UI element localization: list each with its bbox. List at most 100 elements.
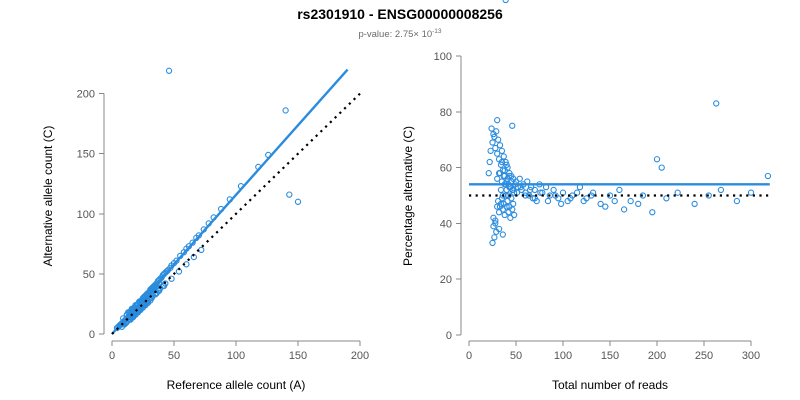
x-tick-label: 300 <box>742 350 760 362</box>
right-y-axis-label: Percentage alternative (C) <box>401 126 415 266</box>
scatter-point <box>573 189 581 196</box>
scatter-point <box>501 167 508 174</box>
scatter-point <box>129 312 137 320</box>
figure-title: rs2301910 - ENSG00000008256 <box>297 6 503 22</box>
scatter-point <box>557 200 565 208</box>
x-tick-label: 50 <box>510 350 522 362</box>
x-tick-label: 200 <box>351 350 369 362</box>
scatter-point <box>496 170 504 177</box>
left-y-axis-label: Alternative allele count (C) <box>41 126 55 267</box>
scatter-point <box>649 209 656 216</box>
scatter-point <box>155 287 163 294</box>
right-x-ticks: 0 50 100 150 200 250 300 <box>466 341 760 362</box>
x-tick-label: 250 <box>695 350 713 362</box>
scatter-point <box>663 195 670 202</box>
scatter-point <box>286 191 293 198</box>
scatter-point <box>597 200 604 208</box>
scatter-point <box>142 293 149 300</box>
scatter-point <box>602 203 609 210</box>
scatter-point <box>635 200 642 208</box>
scatter-point <box>138 297 145 304</box>
y-tick-label: 80 <box>440 107 452 119</box>
scatter-point <box>510 211 518 219</box>
scatter-point <box>282 107 289 114</box>
scatter-point <box>486 158 493 166</box>
scatter-point <box>733 197 741 205</box>
scatter-point <box>499 231 506 238</box>
scatter-point <box>717 186 725 194</box>
figure-subtitle: p-value: 2.75× 10-13 <box>358 28 441 40</box>
y-tick-label: 0 <box>89 329 95 341</box>
scatter-point <box>544 197 552 205</box>
scatter-point <box>147 287 154 294</box>
scatter-point <box>567 195 574 202</box>
left-panel-scatter: 0 50 100 150 200 0 50 100 150 200 Reference alle… <box>41 67 369 392</box>
x-tick-label: 0 <box>466 350 472 362</box>
scatter-point <box>491 234 498 241</box>
scatter-point <box>531 195 538 202</box>
left-identity-line <box>111 92 361 335</box>
x-tick-label: 50 <box>168 350 180 362</box>
scatter-point <box>658 164 665 171</box>
scatter-point <box>294 198 302 205</box>
scatter-point <box>165 67 173 74</box>
scatter-point <box>498 147 506 155</box>
scatter-point <box>494 175 501 182</box>
scatter-point <box>627 197 634 205</box>
scatter-point <box>691 200 698 208</box>
y-tick-label: 100 <box>434 51 452 63</box>
scatter-point <box>490 130 497 138</box>
y-tick-label: 40 <box>440 218 452 230</box>
scatter-point <box>494 136 502 143</box>
x-tick-label: 100 <box>554 350 572 362</box>
scatter-point <box>505 192 512 199</box>
y-tick-label: 50 <box>83 269 95 281</box>
x-tick-label: 100 <box>227 350 245 362</box>
scatter-point <box>151 283 158 291</box>
y-tick-label: 60 <box>440 163 452 175</box>
x-tick-label: 0 <box>109 350 115 362</box>
left-x-ticks: 0 50 100 150 200 <box>109 341 369 362</box>
scatter-point <box>550 186 557 194</box>
scatter-point <box>503 161 510 168</box>
scatter-point <box>498 158 506 166</box>
scatter-point <box>510 189 518 196</box>
scatter-point <box>492 144 499 152</box>
right-y-ticks: 0 20 40 60 80 100 <box>434 51 461 342</box>
scatter-point <box>487 147 494 155</box>
right-x-axis-label: Total number of reads <box>552 378 668 392</box>
subtitle-prefix: p-value: 2.75× 10 <box>358 29 432 40</box>
scatter-point <box>616 186 623 194</box>
scatter-point <box>510 200 517 208</box>
scatter-point <box>489 139 496 146</box>
scatter-point <box>580 197 587 205</box>
scatter-point <box>502 158 509 166</box>
scatter-point <box>488 125 495 132</box>
scatter-point <box>494 150 501 157</box>
y-tick-label: 200 <box>77 89 95 101</box>
scatter-point <box>516 175 523 182</box>
scatter-point <box>500 153 507 160</box>
x-tick-label: 150 <box>289 350 307 362</box>
right-panel-scatter: 0 20 40 60 80 100 0 50 100 150 200 250 300 Total nu… <box>401 0 772 392</box>
right-data-points <box>485 0 772 247</box>
scatter-point <box>148 294 155 302</box>
x-tick-label: 150 <box>601 350 619 362</box>
scatter-point <box>494 117 501 124</box>
scatter-point <box>490 214 497 221</box>
scatter-point <box>611 197 618 205</box>
scatter-point <box>489 239 496 247</box>
left-x-axis-label: Reference allele count (A) <box>167 378 306 392</box>
scatter-point <box>492 220 499 227</box>
scatter-point <box>713 100 720 107</box>
scatter-point <box>506 172 513 180</box>
y-tick-label: 150 <box>77 149 95 161</box>
scatter-point <box>705 192 712 199</box>
scatter-point <box>747 189 755 196</box>
scatter-point <box>552 192 559 199</box>
scatter-point <box>526 186 534 194</box>
scatter-point <box>606 192 614 199</box>
scatter-point <box>495 225 503 233</box>
